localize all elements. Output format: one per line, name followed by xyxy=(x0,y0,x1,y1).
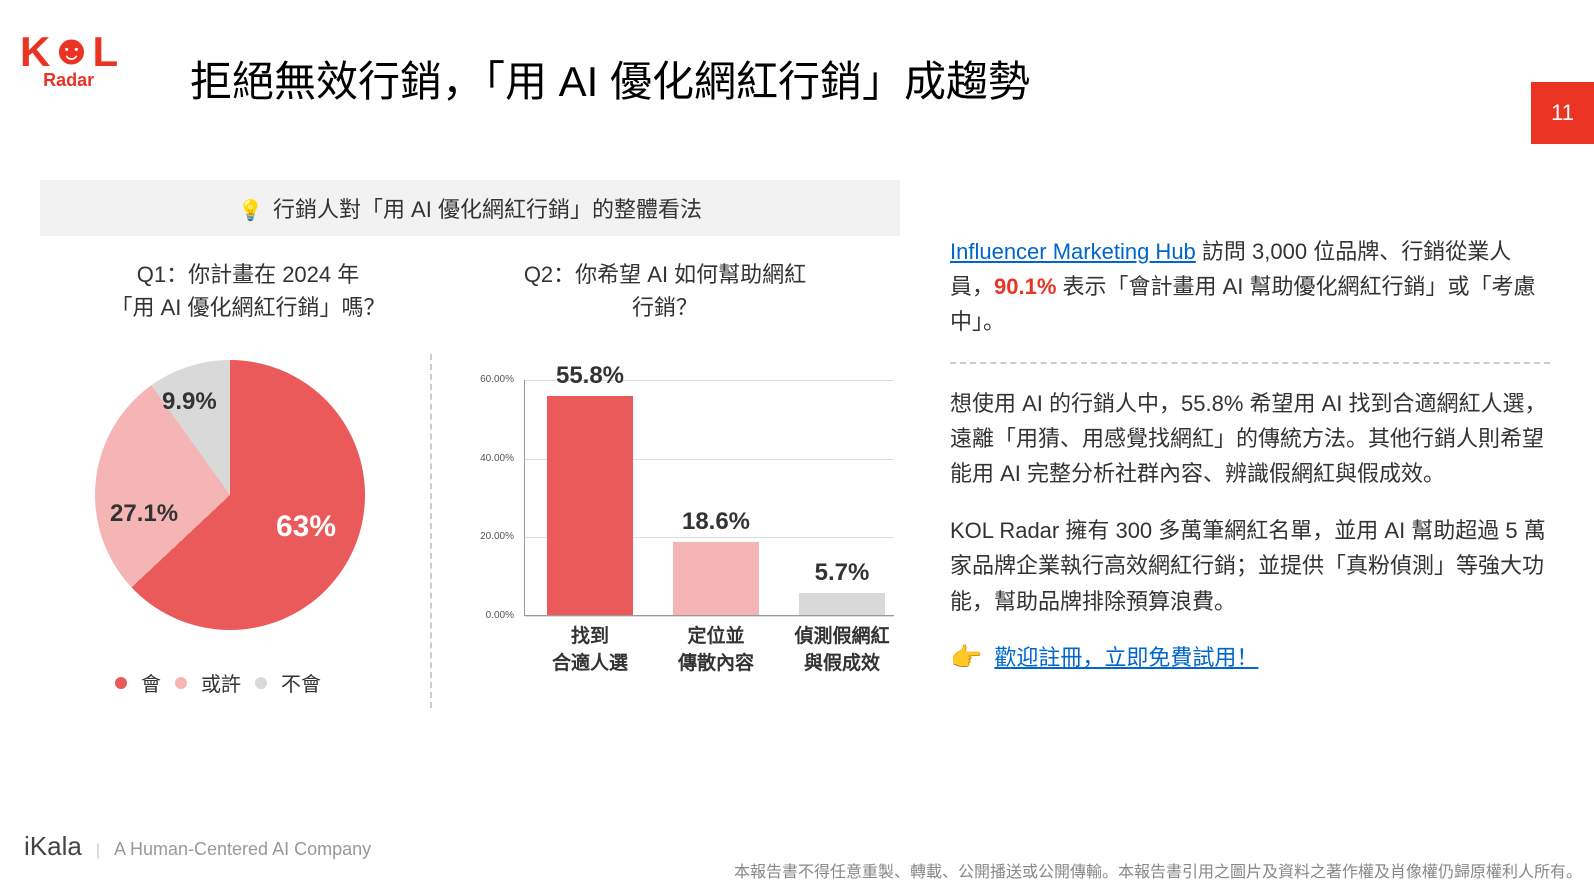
cta-link[interactable]: 歡迎註冊，立即免費試用！ xyxy=(994,640,1258,675)
q2-text: Q2：你希望 AI 如何幫助網紅 行銷？ xyxy=(470,258,860,324)
legend-label-3: 不會 xyxy=(281,668,321,697)
brand-logo: K☻L Radar xyxy=(20,28,117,91)
bar-value-label: 18.6% xyxy=(656,508,776,536)
pie-slice-label-1: 63% xyxy=(276,510,336,544)
source-link[interactable]: Influencer Marketing Hub xyxy=(950,239,1196,264)
paragraph-2: 想使用 AI 的行銷人中，55.8% 希望用 AI 找到合適網紅人選，遠離「用猜… xyxy=(950,386,1550,492)
highlight-stat: 90.1% xyxy=(994,274,1056,299)
bar-chart: 55.8%找到 合適人選18.6%定位並 傳散內容5.7%偵測假網紅 與假成效 … xyxy=(470,380,900,700)
bar-plot-area: 55.8%找到 合適人選18.6%定位並 傳散內容5.7%偵測假網紅 與假成效 xyxy=(524,380,894,616)
legend-dot-1 xyxy=(115,677,127,689)
bar-value-label: 55.8% xyxy=(530,362,650,390)
pie-slice-label-3: 9.9% xyxy=(162,388,217,416)
legend-label-1: 會 xyxy=(141,668,161,697)
legend-label-2: 或許 xyxy=(201,668,241,697)
bar xyxy=(799,593,885,615)
footer-disclaimer: 本報告書不得任意重製、轉載、公開播送或公開傳輸。本報告書引用之圖片及資料之著作權… xyxy=(734,858,1582,882)
y-axis-label: 0.00% xyxy=(470,610,514,621)
bar-category-label: 偵測假網紅 與假成效 xyxy=(782,624,902,677)
pie-chart xyxy=(95,360,365,630)
subtitle-text: 行銷人對「用 AI 優化網紅行銷」的整體看法 xyxy=(273,197,702,222)
page-number: 11 xyxy=(1531,82,1594,144)
page-title: 拒絕無效行銷，「用 AI 優化網紅行銷」成趨勢 xyxy=(190,48,1030,109)
logo-main: K☻L xyxy=(20,28,117,76)
pointing-hand-icon: 👉 xyxy=(950,637,982,679)
bar xyxy=(547,396,633,615)
subtitle-bar: 💡 行銷人對「用 AI 優化網紅行銷」的整體看法 xyxy=(40,180,900,236)
right-text-block: Influencer Marketing Hub 訪問 3,000 位品牌、行銷… xyxy=(950,234,1550,678)
bar-category-label: 定位並 傳散內容 xyxy=(656,624,776,677)
vertical-divider xyxy=(430,354,432,708)
paragraph-3: KOL Radar 擁有 300 多萬筆網紅名單，並用 AI 幫助超過 5 萬家… xyxy=(950,513,1550,619)
bulb-icon: 💡 xyxy=(238,200,263,222)
y-axis-label: 20.00% xyxy=(470,531,514,542)
horizontal-divider xyxy=(950,362,1550,364)
pie-slice-label-2: 27.1% xyxy=(110,500,178,528)
y-axis-label: 60.00% xyxy=(470,374,514,385)
footer-left: iKala | A Human-Centered AI Company xyxy=(24,831,371,862)
footer-logo: iKala xyxy=(24,831,82,862)
q1-text: Q1：你計畫在 2024 年 「用 AI 優化網紅行銷」嗎？ xyxy=(88,258,408,324)
paragraph-1: Influencer Marketing Hub 訪問 3,000 位品牌、行銷… xyxy=(950,234,1550,340)
bar xyxy=(673,542,759,615)
y-axis-label: 40.00% xyxy=(470,453,514,464)
legend-dot-3 xyxy=(255,677,267,689)
cta-row: 👉 歡迎註冊，立即免費試用！ xyxy=(950,637,1550,679)
footer-tagline: A Human-Centered AI Company xyxy=(114,839,371,860)
bar-category-label: 找到 合適人選 xyxy=(530,624,650,677)
bar-value-label: 5.7% xyxy=(782,559,902,587)
pie-legend: 會 或許 不會 xyxy=(115,668,321,697)
legend-dot-2 xyxy=(175,677,187,689)
